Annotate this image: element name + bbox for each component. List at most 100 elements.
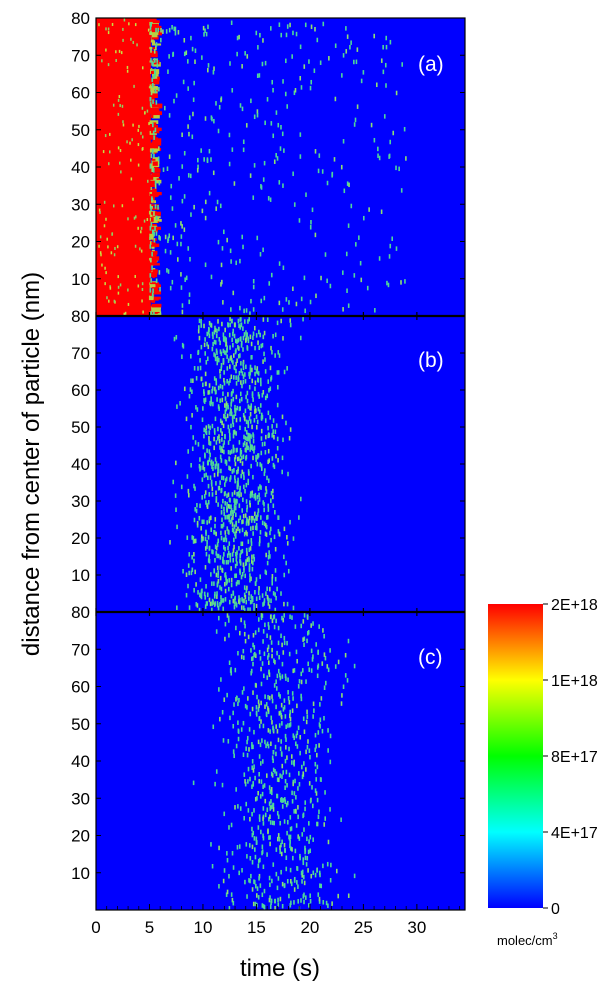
concentration-spot (232, 511, 234, 517)
panel-c-background (96, 612, 465, 910)
concentration-spot (208, 492, 211, 497)
concentration-spot (285, 32, 288, 38)
concentration-spot (154, 58, 156, 63)
concentration-spot (208, 449, 211, 454)
concentration-spot (151, 149, 154, 154)
concentration-spot (257, 863, 260, 869)
concentration-spot (224, 515, 227, 520)
concentration-spot (278, 22, 281, 27)
concentration-spot (190, 424, 192, 430)
concentration-spot (269, 806, 272, 811)
concentration-spot (176, 241, 179, 247)
concentration-spot (221, 431, 223, 436)
concentration-spot (168, 113, 171, 118)
concentration-spot (271, 574, 274, 579)
concentration-spot (265, 570, 268, 576)
concentration-spot (232, 598, 235, 604)
concentration-spot (310, 623, 312, 628)
saturated-speckle (105, 271, 107, 275)
concentration-spot (258, 541, 261, 547)
concentration-spot (202, 389, 205, 394)
concentration-spot (250, 98, 252, 104)
concentration-spot (262, 821, 265, 826)
saturated-speckle (139, 247, 141, 251)
concentration-spot (277, 529, 280, 534)
concentration-spot (222, 300, 224, 305)
concentration-spot (220, 677, 222, 682)
concentration-spot (206, 504, 209, 509)
concentration-spot (301, 668, 304, 673)
concentration-spot (173, 26, 176, 32)
concentration-spot (234, 531, 237, 536)
concentration-spot (234, 365, 236, 371)
concentration-spot (153, 211, 155, 217)
concentration-spot (208, 383, 211, 388)
concentration-spot (248, 567, 251, 573)
concentration-spot (173, 336, 176, 342)
concentration-spot (244, 408, 247, 414)
concentration-spot (211, 486, 214, 492)
concentration-spot (226, 493, 228, 499)
concentration-spot (237, 701, 239, 707)
concentration-spot (214, 523, 216, 529)
concentration-spot (293, 762, 296, 767)
concentration-spot (249, 370, 252, 376)
concentration-spot (252, 830, 255, 836)
concentration-spot (237, 491, 239, 497)
concentration-spot (320, 696, 323, 701)
concentration-spot (268, 897, 271, 903)
concentration-spot (319, 883, 321, 888)
concentration-spot (340, 817, 342, 823)
concentration-spot (302, 716, 305, 721)
x-tick-label: 10 (193, 918, 212, 937)
concentration-spot (273, 624, 276, 630)
concentration-spot (215, 545, 218, 551)
concentration-spot (248, 878, 250, 883)
concentration-spot (243, 332, 246, 337)
concentration-spot (377, 153, 379, 158)
saturated-speckle (130, 158, 132, 162)
concentration-spot (195, 602, 198, 607)
concentration-spot (192, 378, 194, 383)
concentration-spot (281, 131, 284, 137)
concentration-spot (243, 815, 245, 821)
concentration-spot (266, 475, 268, 481)
concentration-spot (171, 206, 174, 211)
concentration-spot (222, 598, 225, 603)
concentration-spot (245, 430, 248, 435)
saturated-speckle (112, 204, 115, 208)
saturated-edge (149, 27, 156, 30)
concentration-spot (188, 393, 191, 399)
y-tick-label: 60 (71, 84, 90, 103)
concentration-spot (262, 602, 264, 607)
concentration-spot (253, 163, 256, 168)
concentration-spot (223, 440, 226, 445)
concentration-spot (181, 224, 183, 229)
saturated-speckle (107, 245, 109, 249)
colorbar-unit-superscript: 3 (553, 931, 558, 941)
concentration-spot (283, 705, 286, 710)
concentration-spot (246, 507, 248, 513)
concentration-spot (313, 68, 316, 73)
saturated-speckle (118, 49, 121, 53)
concentration-spot (203, 323, 205, 329)
concentration-spot (319, 717, 322, 723)
saturated-speckle (136, 43, 138, 47)
concentration-spot (276, 586, 278, 592)
concentration-spot (257, 406, 260, 412)
concentration-spot (239, 597, 241, 603)
concentration-spot (245, 521, 248, 526)
x-tick-label: 30 (407, 918, 426, 937)
concentration-spot (260, 381, 262, 387)
concentration-spot (283, 369, 286, 375)
y-tick-label: 60 (71, 381, 90, 400)
concentration-spot (286, 800, 289, 806)
concentration-spot (187, 246, 190, 251)
saturated-edge (152, 103, 162, 108)
concentration-spot (273, 614, 276, 619)
concentration-spot (154, 184, 157, 189)
concentration-spot (250, 526, 252, 531)
saturated-edge (149, 292, 154, 296)
panel-b-spots (169, 316, 304, 612)
concentration-spot (269, 841, 271, 847)
